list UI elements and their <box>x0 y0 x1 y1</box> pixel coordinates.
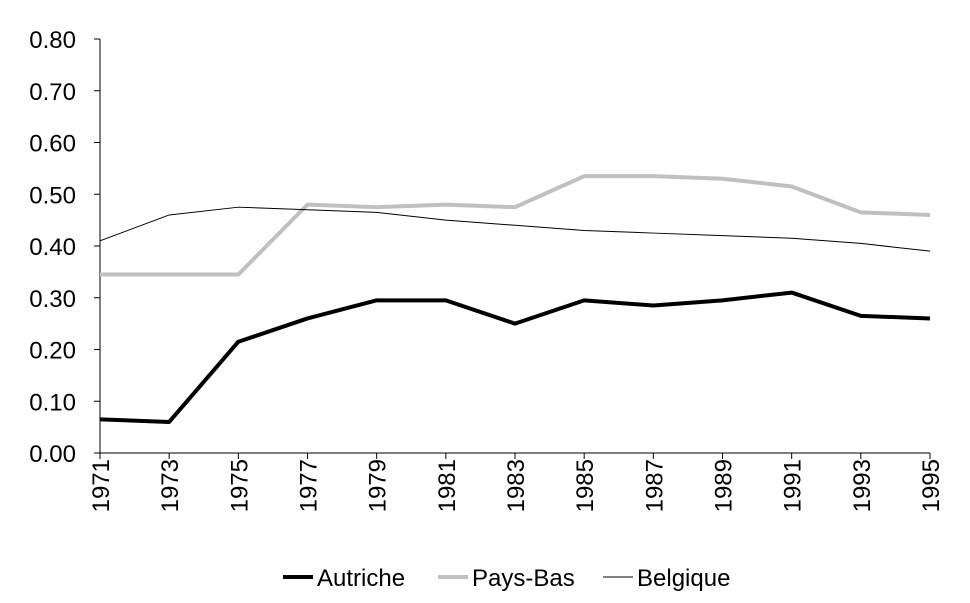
x-tick-label: 1983 <box>503 459 530 512</box>
series-line <box>99 290 931 424</box>
legend-label: Pays-Bas <box>472 565 575 592</box>
x-tick-label: 1985 <box>572 459 599 512</box>
x-tick-label: 1973 <box>157 459 184 512</box>
series-line <box>100 174 931 277</box>
y-tick-label: 0.50 <box>29 182 76 209</box>
y-tick-label: 0.40 <box>29 234 76 261</box>
y-tick-label: 0.00 <box>29 441 76 468</box>
x-tick-label: 1987 <box>641 459 668 512</box>
x-tick-label: 1995 <box>918 459 945 512</box>
x-tick-label: 1971 <box>88 459 115 512</box>
x-tick-label: 1975 <box>226 459 253 512</box>
x-tick-label: 1977 <box>296 459 323 512</box>
y-tick-label: 0.30 <box>29 286 76 313</box>
series-line <box>99 206 931 252</box>
y-tick-label: 0.10 <box>29 389 76 416</box>
y-tick-label: 0.60 <box>29 131 76 158</box>
y-tick-label: 0.20 <box>29 338 76 365</box>
x-tick-label: 1979 <box>365 459 392 512</box>
x-tick-label: 1989 <box>711 459 738 512</box>
y-tick-label: 0.80 <box>29 27 76 54</box>
legend-label: Autriche <box>317 565 405 592</box>
x-tick-label: 1981 <box>434 459 461 512</box>
x-tick-label: 1993 <box>849 459 876 512</box>
y-tick-label: 0.70 <box>29 79 76 106</box>
x-tick-label: 1991 <box>780 459 807 512</box>
legend-label: Belgique <box>637 565 730 592</box>
